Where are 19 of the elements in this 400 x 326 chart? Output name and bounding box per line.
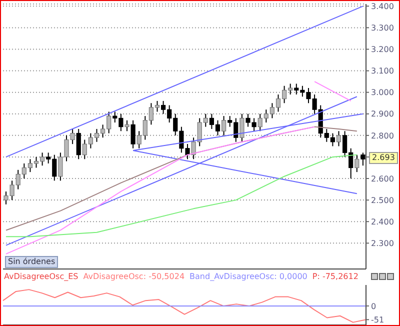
annotation: Sin órdenes	[5, 256, 58, 268]
y-tick-label: 2.400	[371, 217, 394, 226]
y-tick-label: 3.300	[371, 24, 394, 33]
text: AvDisagreeOsc: -50,5024	[83, 272, 185, 281]
y-tick-label: 2.300	[371, 238, 394, 248]
text: Band_AvDisagreeOsc: 0,0000	[190, 272, 308, 281]
y-tick-label: 3.200	[371, 45, 394, 54]
y-tick-label: 2.800	[371, 131, 394, 140]
y-tick-label: 2.900	[371, 110, 394, 119]
chart-title: AvDisagreeOsc_ES	[4, 272, 78, 281]
y-tick-label: 0	[371, 302, 376, 311]
y-tick-label: 2.500	[371, 196, 394, 205]
y-tick-label: 3.400	[371, 2, 394, 11]
y-tick-label: 2.600	[371, 174, 394, 184]
annotation: 2.693	[369, 152, 398, 164]
y-tick-label: 3.100	[371, 66, 394, 76]
text: P: -75,2612	[312, 272, 358, 281]
y-tick-label: 3.000	[371, 88, 394, 98]
y-tick-label: -51	[371, 315, 384, 324]
